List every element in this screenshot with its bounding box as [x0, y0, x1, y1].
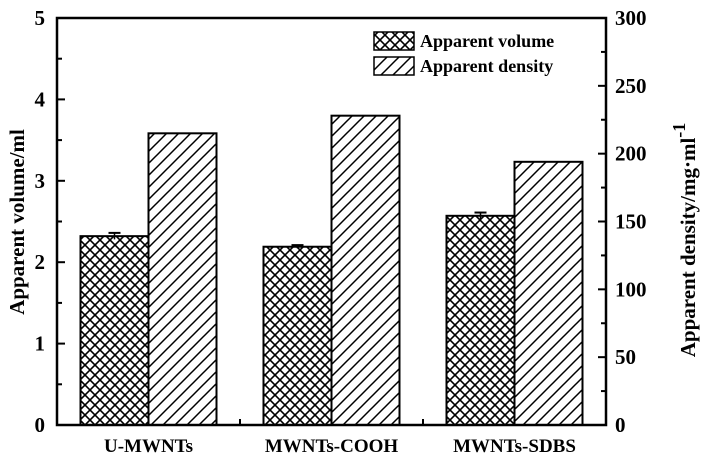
y-tick-label-right: 200 [615, 142, 647, 166]
right-axis-ticks: 0 50 100 150 200 250 300 [598, 6, 647, 437]
bar-apparent-density [513, 160, 584, 426]
y-axis-title-left: Apparent volume/ml [5, 129, 29, 315]
legend-swatch-volume [373, 31, 415, 51]
y-tick-label-right: 250 [615, 74, 647, 98]
y-tick-label-left: 0 [35, 413, 46, 437]
y-axis-title-right: Apparent density/mg·ml-1 [669, 123, 700, 358]
y-tick-label-left: 2 [35, 250, 46, 274]
legend-label-density: Apparent density [420, 56, 553, 76]
y-tick-label-left: 5 [35, 6, 46, 30]
x-tick-label: MWNTs-COOH [265, 436, 399, 457]
y-tick-label-left: 3 [35, 169, 46, 193]
bars-group [79, 114, 584, 427]
error-bars [108, 211, 487, 249]
x-tick-label: MWNTs-SDBS [453, 436, 576, 457]
y-tick-label-right: 300 [615, 6, 647, 30]
x-tick-label: U-MWNTs [104, 436, 193, 457]
bar-apparent-volume [262, 245, 333, 426]
bar-apparent-density [330, 114, 401, 427]
left-axis-ticks: 0 1 2 3 4 5 [35, 6, 65, 437]
x-axis-categories: U-MWNTs MWNTs-COOH MWNTs-SDBS [104, 419, 576, 457]
bar-apparent-density [147, 132, 218, 426]
y-tick-label-left: 4 [35, 87, 46, 111]
legend-label-volume: Apparent volume [420, 31, 554, 51]
y-tick-label-right: 150 [615, 210, 647, 234]
y-tick-label-right: 100 [615, 277, 647, 301]
bar-apparent-volume [79, 235, 150, 426]
bar-apparent-volume [445, 214, 516, 426]
legend-swatch-density [373, 56, 415, 76]
y-tick-label-right: 0 [615, 413, 626, 437]
legend: Apparent volume Apparent density [373, 31, 554, 76]
y-tick-label-left: 1 [35, 332, 46, 356]
y-tick-label-right: 50 [615, 345, 636, 369]
